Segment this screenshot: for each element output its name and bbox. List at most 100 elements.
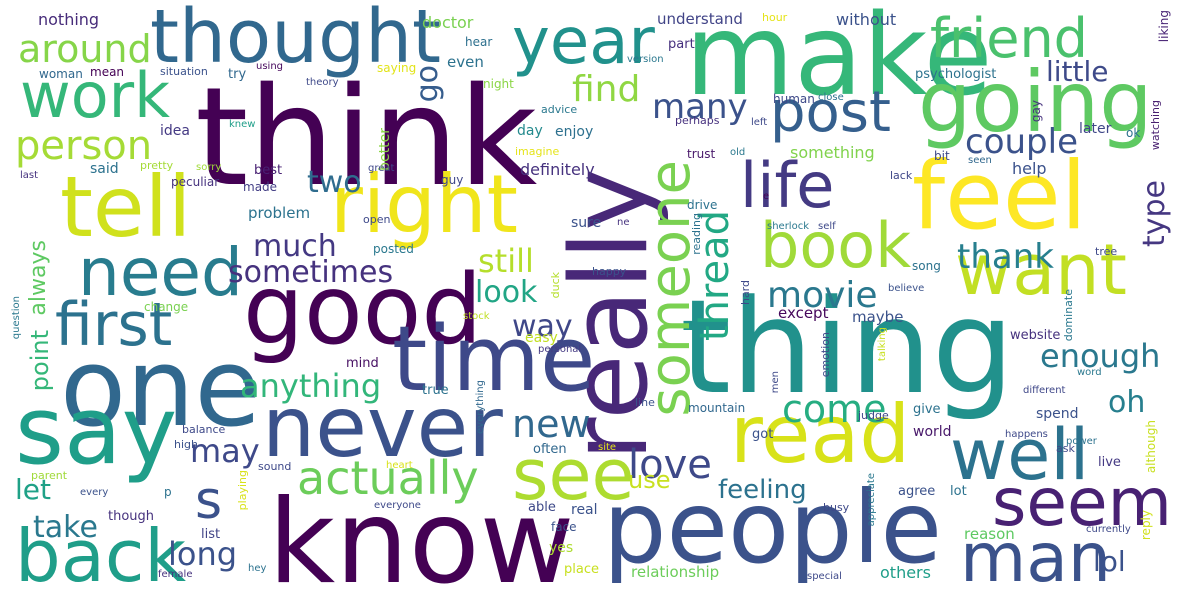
word-know: know (268, 475, 575, 601)
word-man: man (960, 519, 1112, 598)
word-look: look (475, 275, 538, 310)
word-agree: agree (898, 484, 936, 499)
word-situation: situation (160, 65, 208, 78)
word-human: human (773, 92, 815, 106)
word-hear: hear (465, 35, 493, 49)
word-many: many (652, 87, 748, 127)
word-find: find (572, 69, 641, 110)
word-reason: reason (964, 525, 1015, 543)
word-feel: feel (912, 142, 1087, 251)
word-peculiar: peculiar (171, 175, 220, 189)
word-playing: playing (236, 470, 249, 511)
word-enjoy: enjoy (555, 124, 594, 140)
word-good: good (243, 254, 483, 366)
word-old: old (730, 147, 746, 158)
word-always: always (26, 240, 51, 316)
word-ne: ne (617, 217, 630, 228)
word-understand: understand (657, 10, 743, 28)
word-tell: tell (60, 158, 192, 256)
word-mind: mind (346, 356, 379, 371)
word-men: men (770, 371, 781, 394)
word-true: true (422, 383, 449, 398)
word-emotion: emotion (819, 332, 832, 378)
word-watching: watching (1149, 100, 1162, 151)
word-doctor: doctor (422, 13, 474, 32)
word-p: p (164, 485, 172, 499)
word-imagine: imagine (515, 145, 560, 158)
word-something: something (790, 143, 875, 162)
word-spend: spend (1036, 406, 1079, 422)
word-try: try (228, 67, 247, 82)
word-later: later (1079, 121, 1112, 137)
word-much: much (253, 229, 337, 264)
word-sherlock: sherlock (767, 221, 809, 232)
word-nothing: nothing (38, 10, 100, 29)
word-every: every (80, 487, 109, 498)
word-face: face (551, 520, 577, 534)
word-see: see (512, 434, 635, 516)
word-relationship: relationship (631, 563, 720, 581)
word-give: give (913, 402, 941, 417)
word-work: work (20, 59, 171, 132)
word-drive: drive (687, 198, 718, 212)
word-make: make (685, 0, 993, 121)
word-enough: enough (1040, 337, 1161, 375)
word-busy: busy (823, 501, 850, 514)
word-word: word (1077, 367, 1102, 378)
word-female: female (158, 569, 193, 580)
word-two: two (307, 165, 362, 200)
word-think: think (195, 59, 538, 217)
word-thank: thank (957, 237, 1054, 277)
word-way: way (512, 309, 573, 344)
word-without: without (836, 10, 897, 29)
word-e: e (763, 191, 770, 202)
word-easy: easy (525, 330, 558, 346)
word-said: said (90, 161, 119, 177)
word-type: type (1137, 180, 1172, 248)
word-close: close (818, 92, 844, 103)
word-thing: thing (680, 271, 1015, 423)
word-couple: couple (965, 122, 1078, 162)
word-problem: problem (248, 204, 311, 222)
word-hour: hour (762, 11, 788, 24)
word-seen: seen (968, 155, 992, 166)
word-feeling: feeling (718, 475, 807, 505)
word-ask: ask (1056, 442, 1075, 455)
word-got: got (752, 427, 774, 442)
word-special: special (807, 571, 842, 582)
word-everything: everything (475, 380, 486, 434)
word-liking: liking (1157, 10, 1171, 43)
word-one: one (60, 326, 261, 451)
word-balance: balance (182, 423, 226, 436)
word-place: place (564, 562, 599, 577)
word-live: live (1098, 455, 1121, 470)
word-psychologist: psychologist (915, 67, 997, 82)
word-personal: personal (538, 344, 582, 355)
word-website: website (1010, 328, 1061, 343)
word-yes: yes (549, 540, 574, 556)
word-world: world (913, 424, 952, 440)
word-part: part (668, 37, 695, 52)
word-idea: idea (160, 123, 190, 139)
word-often: often (533, 442, 567, 457)
word-never: never (262, 378, 503, 476)
word-night: night (483, 77, 514, 91)
word-song: song (912, 259, 941, 273)
word-time: time (392, 307, 596, 412)
word-need: need (78, 234, 243, 311)
word-bit: bit (934, 149, 950, 163)
word-open: open (363, 213, 391, 226)
word-happy: happy (592, 265, 627, 278)
word-little: little (1046, 55, 1109, 88)
word-gay: gay (1029, 100, 1043, 123)
word-oh: oh (1108, 385, 1146, 420)
word-love: love (628, 442, 712, 488)
word-version: version (627, 54, 664, 65)
word-advice: advice (541, 103, 578, 116)
word-last: last (20, 170, 39, 181)
word-use: use (628, 466, 671, 494)
word-help: help (1012, 159, 1047, 178)
word-great: great (368, 163, 395, 174)
word-site: site (598, 442, 617, 453)
